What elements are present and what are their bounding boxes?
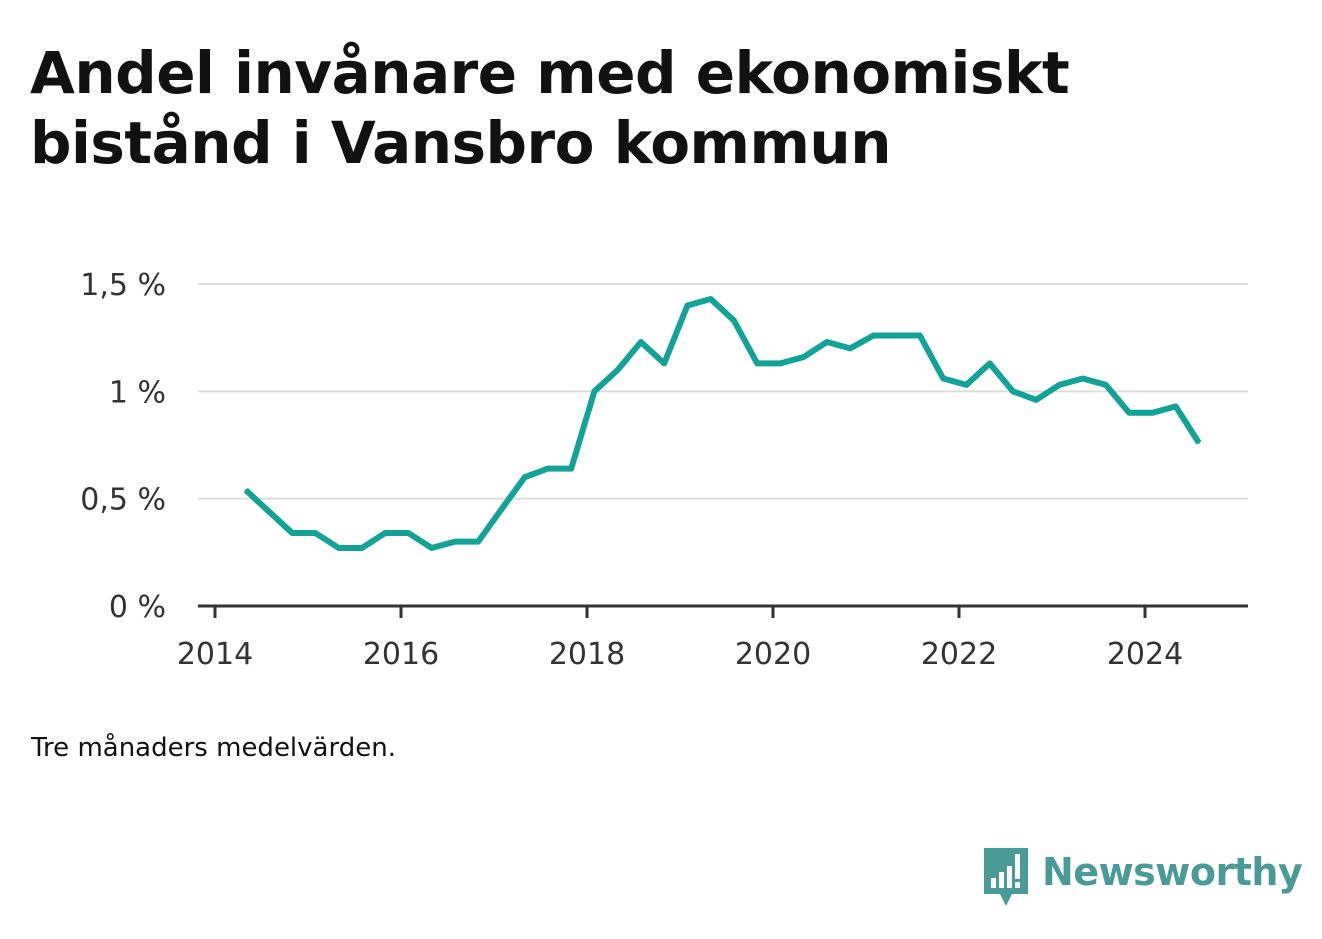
chart-note: Tre månaders medelvärden. — [31, 733, 396, 763]
data-point — [244, 489, 247, 492]
data-point — [1197, 441, 1200, 444]
y-tick-label: 1 % — [109, 375, 166, 410]
series-layer — [243, 296, 1202, 551]
data-point — [918, 334, 921, 337]
data-point — [430, 547, 433, 550]
data-point — [337, 547, 340, 550]
data-point — [756, 362, 759, 365]
data-point — [1151, 411, 1154, 414]
x-tick-label: 2014 — [177, 637, 253, 672]
data-point — [1058, 383, 1061, 386]
data-point — [477, 540, 480, 543]
data-point — [1104, 383, 1107, 386]
line-chart: 0 % 0,5 % 1 % 1,5 % 2014 2016 2018 2020 2022 202… — [80, 268, 1248, 672]
data-point — [360, 547, 363, 550]
data-point — [500, 508, 503, 511]
data-point — [453, 540, 456, 543]
data-point — [407, 532, 410, 535]
data-point — [1128, 411, 1131, 414]
data-point — [965, 383, 968, 386]
x-tick-label: 2016 — [363, 637, 439, 672]
x-tick-label: 2024 — [1107, 637, 1183, 672]
data-point — [849, 347, 852, 350]
x-tick-label: 2018 — [549, 637, 625, 672]
series-line — [243, 296, 1202, 551]
y-tick-label: 1,5 % — [80, 268, 166, 303]
data-point — [267, 510, 270, 513]
data-point — [825, 340, 828, 343]
data-point — [570, 467, 573, 470]
data-point — [593, 390, 596, 393]
data-point — [709, 298, 712, 301]
y-axis-tick-labels: 0 % 0,5 % 1 % 1,5 % — [80, 268, 166, 625]
data-point — [1011, 390, 1014, 393]
x-axis: 2014 2016 2018 2020 2022 2024 — [177, 604, 1248, 672]
data-point — [546, 467, 549, 470]
data-point — [663, 362, 666, 365]
brand-logo: Newsworthy — [982, 846, 1303, 910]
brand-name: Newsworthy — [1042, 850, 1303, 894]
data-point — [639, 340, 642, 343]
data-point — [988, 362, 991, 365]
data-point — [686, 304, 689, 307]
data-point — [895, 334, 898, 337]
data-point — [291, 532, 294, 535]
data-point — [523, 476, 526, 479]
x-tick-label: 2020 — [735, 637, 811, 672]
data-point — [802, 355, 805, 358]
data-point — [732, 319, 735, 322]
gridlines — [198, 283, 1248, 500]
data-point — [314, 532, 317, 535]
chart-title: Andel invånare med ekonomiskt bistånd i … — [30, 39, 1070, 177]
data-point — [779, 362, 782, 365]
data-point — [384, 532, 387, 535]
y-tick-label: 0 % — [109, 590, 166, 625]
data-point — [872, 334, 875, 337]
y-tick-label: 0,5 % — [80, 483, 166, 518]
data-point — [616, 368, 619, 371]
data-point — [942, 377, 945, 380]
data-point — [1035, 398, 1038, 401]
x-tick-label: 2022 — [921, 637, 997, 672]
data-point — [1174, 405, 1177, 408]
data-point — [1081, 377, 1084, 380]
newsworthy-logo-icon — [984, 848, 1028, 906]
